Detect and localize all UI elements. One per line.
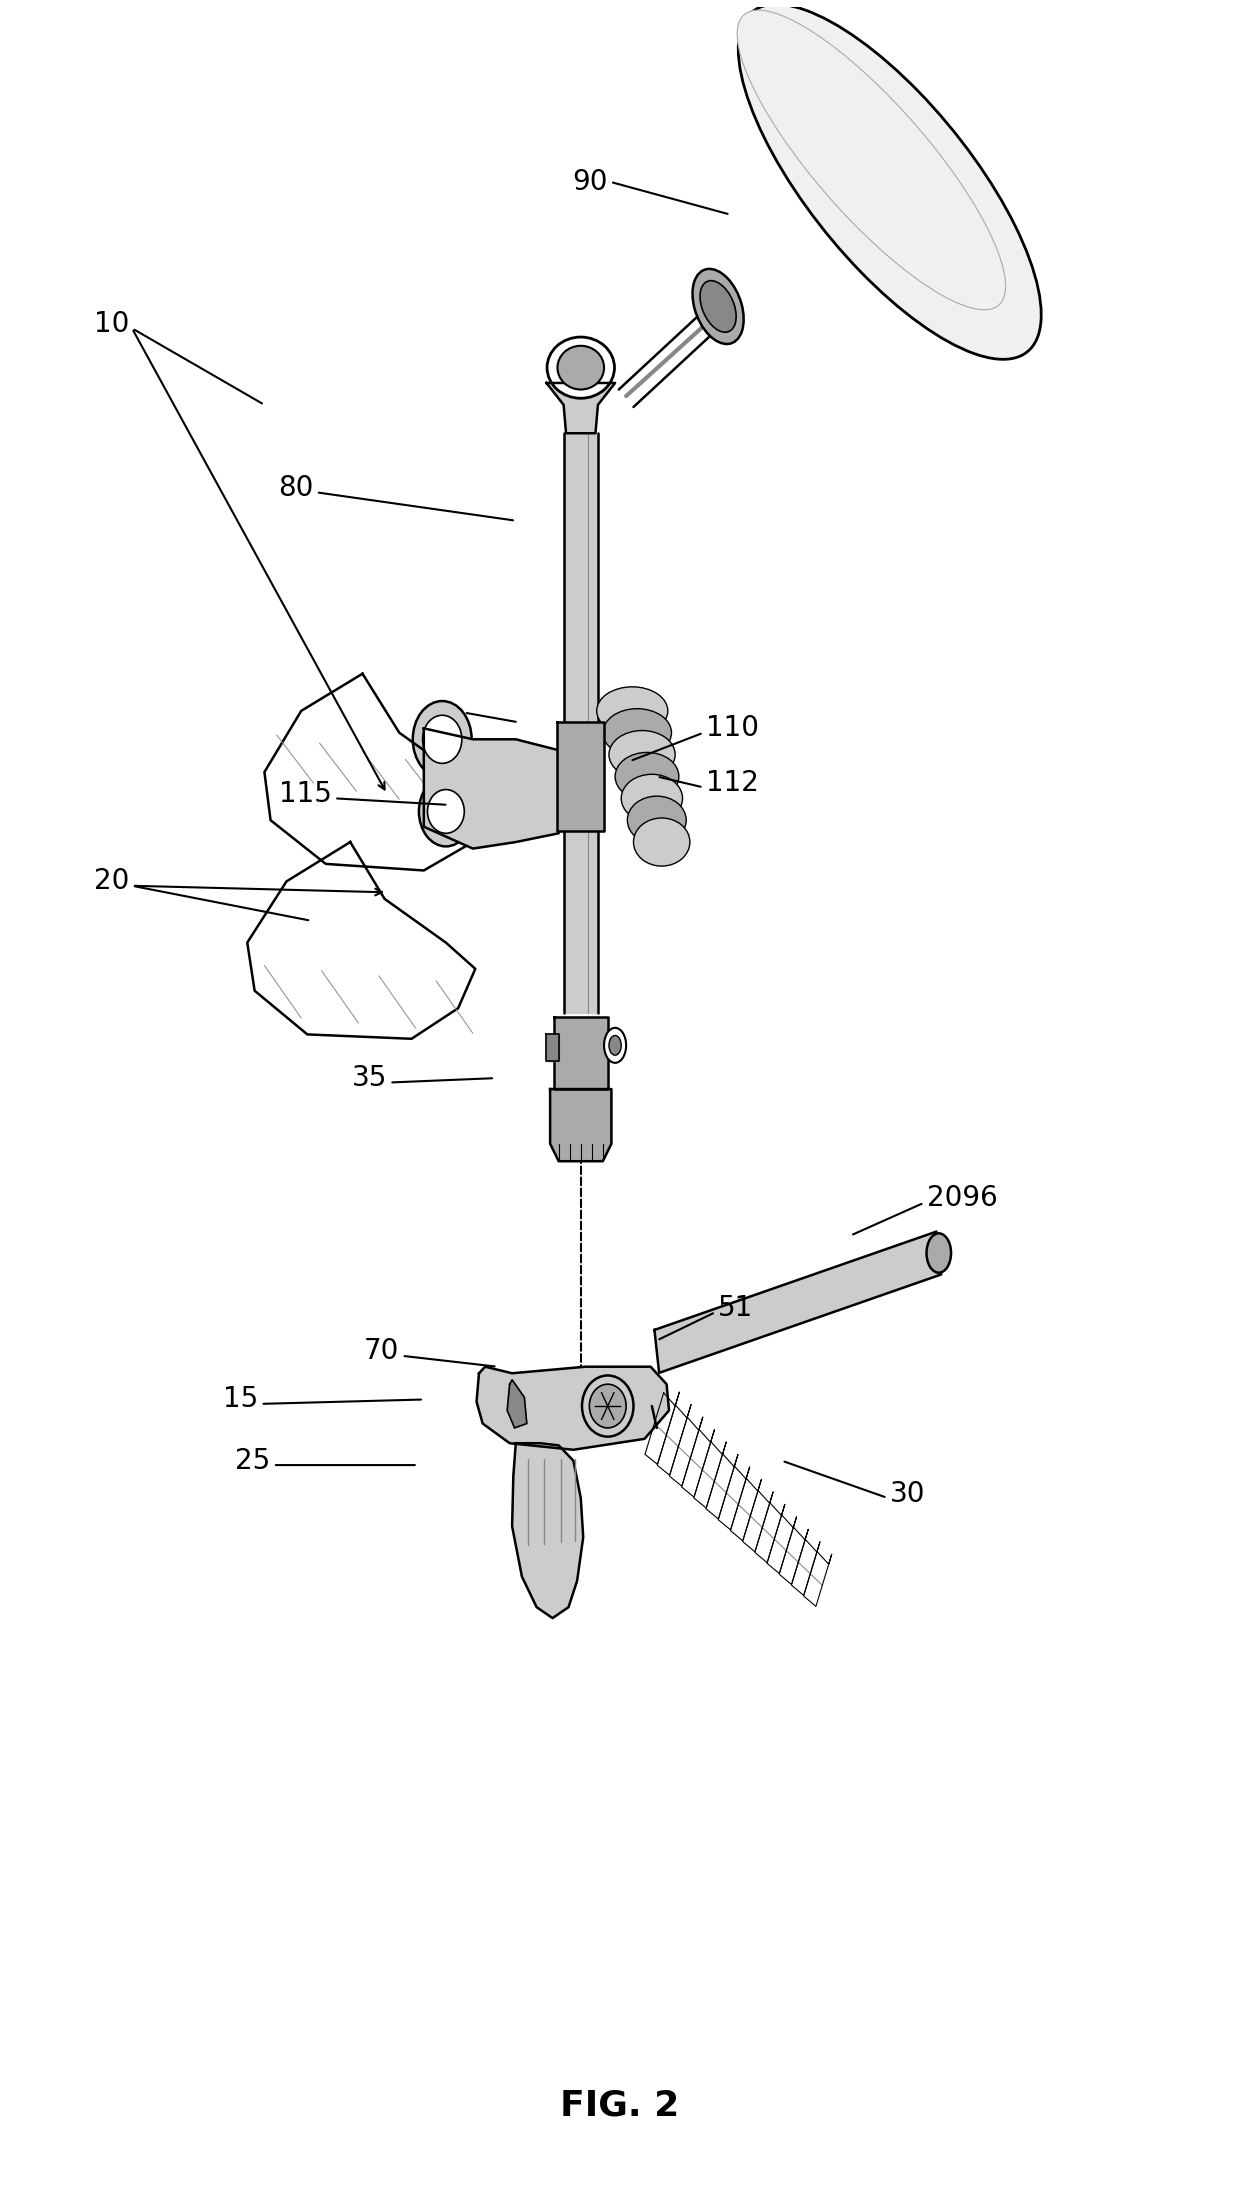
Ellipse shape [596,686,668,735]
Polygon shape [655,1232,941,1373]
Polygon shape [264,673,491,871]
Ellipse shape [634,818,689,867]
Polygon shape [755,1503,785,1562]
Polygon shape [554,1016,608,1089]
Text: 10: 10 [94,310,129,339]
Ellipse shape [621,774,682,823]
Ellipse shape [558,345,604,389]
Ellipse shape [428,790,464,834]
Ellipse shape [603,708,672,757]
Ellipse shape [604,1027,626,1063]
Text: 15: 15 [223,1386,258,1412]
Polygon shape [247,843,475,1038]
Text: 35: 35 [352,1065,387,1091]
Polygon shape [706,1454,738,1518]
Polygon shape [730,1478,761,1540]
Polygon shape [779,1527,808,1584]
Ellipse shape [582,1375,634,1437]
Text: 112: 112 [706,770,759,796]
Ellipse shape [413,702,471,777]
Text: 80: 80 [278,473,314,502]
Ellipse shape [419,777,472,847]
Polygon shape [791,1540,820,1595]
Text: 110: 110 [706,715,759,741]
Polygon shape [718,1465,750,1529]
Text: FIG. 2: FIG. 2 [560,2088,680,2123]
Polygon shape [694,1441,727,1507]
Polygon shape [804,1551,832,1606]
Ellipse shape [423,715,461,763]
Ellipse shape [692,268,744,343]
Ellipse shape [701,282,737,332]
Ellipse shape [627,796,686,845]
Polygon shape [512,1443,583,1619]
Text: 51: 51 [718,1294,754,1322]
Ellipse shape [926,1234,951,1274]
Polygon shape [547,1034,559,1060]
Ellipse shape [589,1384,626,1428]
Ellipse shape [615,752,678,801]
Ellipse shape [737,11,1006,310]
Text: 20: 20 [94,867,129,895]
Polygon shape [476,1366,670,1450]
Polygon shape [645,1393,680,1465]
Text: 70: 70 [363,1338,399,1366]
Polygon shape [657,1404,691,1476]
Text: 115: 115 [279,781,332,807]
Ellipse shape [609,1036,621,1056]
Text: 2096: 2096 [926,1184,997,1212]
Polygon shape [558,722,604,832]
Polygon shape [682,1430,714,1498]
Polygon shape [424,728,559,849]
Ellipse shape [609,730,675,779]
Polygon shape [743,1489,773,1551]
Text: 90: 90 [572,167,608,196]
Ellipse shape [547,337,615,398]
Polygon shape [670,1417,703,1487]
Text: 25: 25 [236,1448,270,1474]
Polygon shape [507,1379,527,1428]
Polygon shape [547,383,615,433]
Polygon shape [768,1516,796,1573]
Polygon shape [551,1089,611,1162]
Ellipse shape [738,4,1042,359]
Text: 30: 30 [890,1478,925,1507]
